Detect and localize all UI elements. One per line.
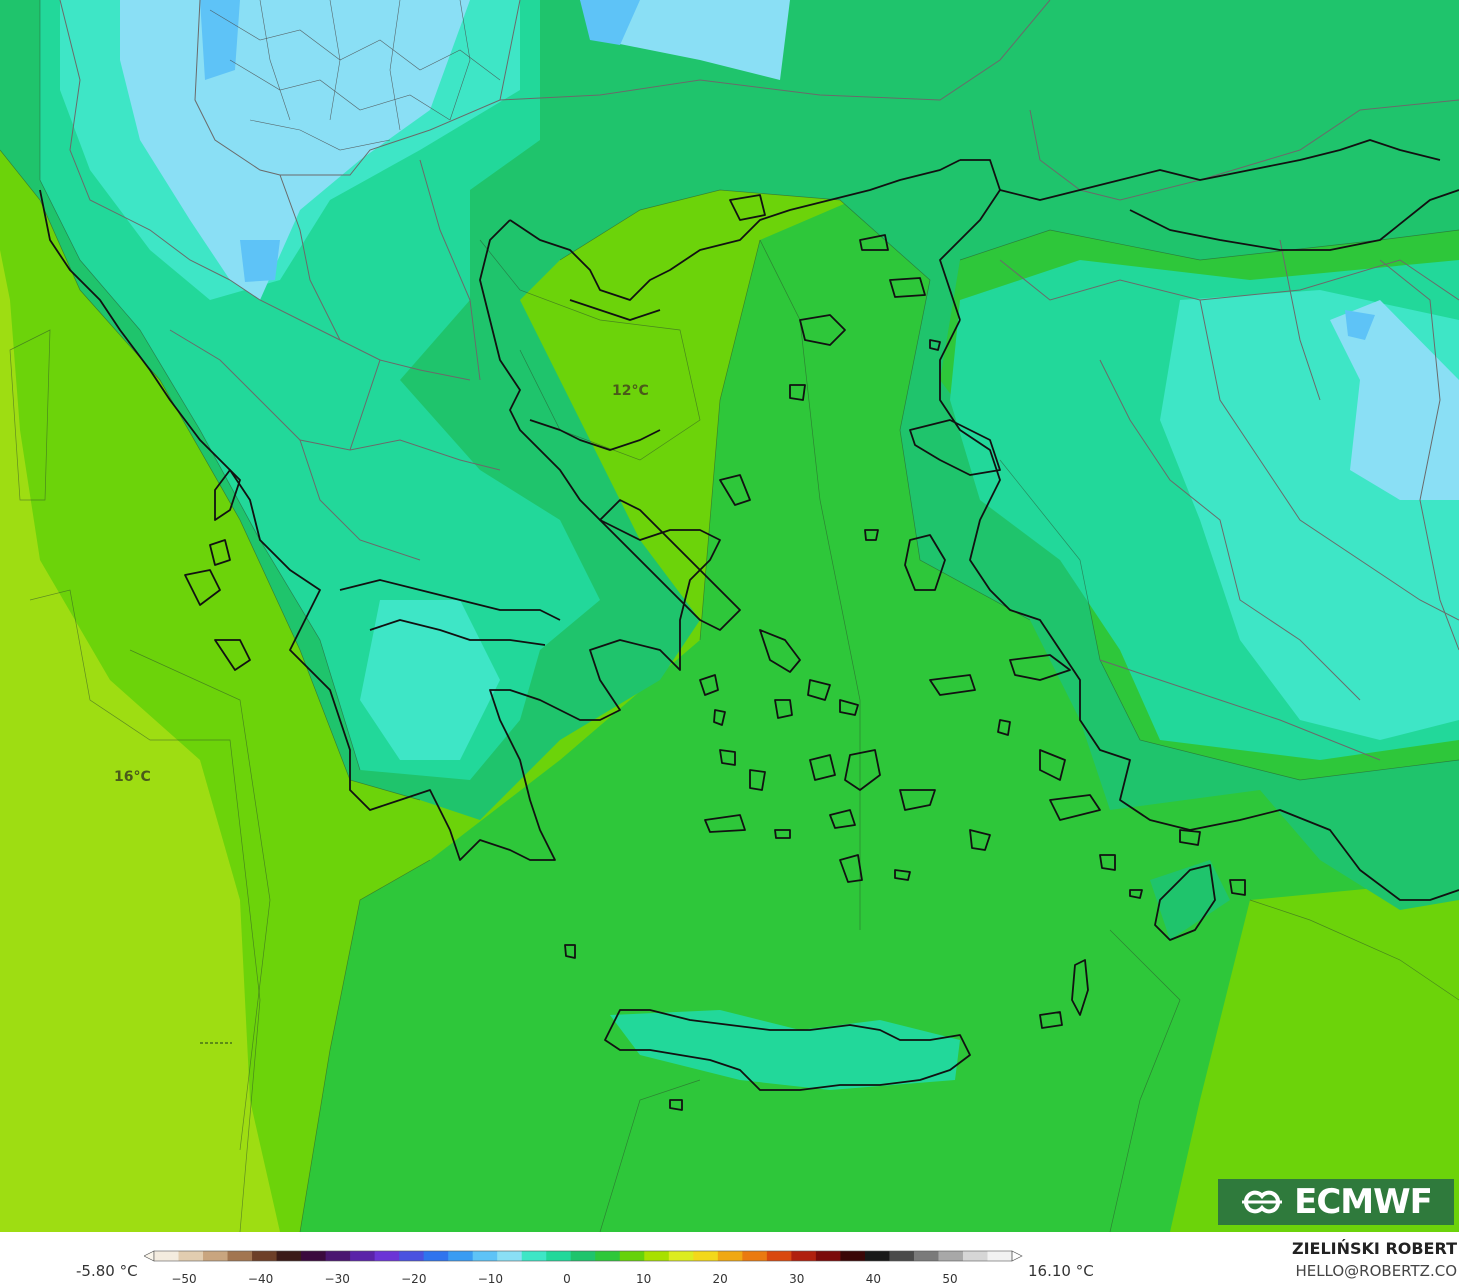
colorbar-swatch (619, 1251, 645, 1261)
colorbar-swatch (374, 1251, 400, 1261)
colorbar-tick-label: −30 (325, 1272, 350, 1286)
colorbar-swatch (987, 1251, 1013, 1261)
colorbar-swatch (570, 1251, 596, 1261)
colorbar-arrow-high (1011, 1250, 1023, 1262)
land-cool-layer (40, 0, 1459, 780)
logo-text: ECMWF (1294, 1182, 1433, 1222)
colorbar-swatch (840, 1251, 866, 1261)
isotherm-lines (0, 0, 1459, 1232)
colorbar-tick-label: −50 (171, 1272, 196, 1286)
colorbar-swatch (938, 1251, 964, 1261)
levant-warm-layer (1170, 880, 1459, 1232)
colorbar-swatch (717, 1251, 743, 1261)
colorbar-swatch (521, 1251, 547, 1261)
ecmwf-logo: ECMWF (1218, 1179, 1454, 1225)
map-svg (0, 0, 1459, 1232)
colorbar-swatch (913, 1251, 939, 1261)
legend-max-label: 16.10 °C (1028, 1262, 1094, 1280)
country-borders (59, 0, 1459, 761)
colorbar-swatch (962, 1251, 988, 1261)
regional-borders (209, 0, 501, 151)
colorbar-swatch (668, 1251, 694, 1261)
colorbar-arrow-low (144, 1250, 155, 1262)
author-name: ZIELIŃSKI ROBERT (1291, 1239, 1457, 1258)
author-email: HELLO@ROBERTZ.CO (1295, 1262, 1457, 1280)
colorbar: −50 −40 −30 −20 −10 0 10 20 30 40 50 (144, 1250, 1023, 1286)
colorbar-swatch (742, 1251, 768, 1261)
colorbar-tick-label: 10 (636, 1272, 651, 1286)
colorbar-tick-label: −10 (478, 1272, 503, 1286)
colorbar-swatch (791, 1251, 817, 1261)
colorbar-swatch (325, 1251, 351, 1261)
colorbar-swatch (178, 1251, 204, 1261)
colorbar-tick-label: 40 (866, 1272, 881, 1286)
colorbar-tick-label: −40 (248, 1272, 273, 1286)
colorbar-tick-label: 30 (789, 1272, 804, 1286)
colorbar-outline (153, 1250, 1013, 1262)
colorbar-swatch (301, 1251, 327, 1261)
temperature-label-ionian: 16°C (114, 769, 151, 785)
colorbar-swatch (693, 1251, 719, 1261)
temperature-map: 12°C 16°C ECMWF (0, 0, 1459, 1232)
colorbar-swatch (644, 1251, 670, 1261)
rhodes-patch (1150, 860, 1230, 940)
temperature-label-aegean: 12°C (612, 383, 649, 399)
colorbar-tick-label: 0 (563, 1272, 571, 1286)
colorbar-swatch (889, 1251, 915, 1261)
colorbar-tick-label: 50 (942, 1272, 957, 1286)
colorbar-swatch (815, 1251, 841, 1261)
colorbar-swatch (864, 1251, 890, 1261)
colorbar-swatch (399, 1251, 425, 1261)
colorbar-swatch (546, 1251, 572, 1261)
colorbar-swatch (497, 1251, 523, 1261)
colorbar-swatch (276, 1251, 302, 1261)
legend-min-label: -5.80 °C (76, 1262, 138, 1280)
colorbar-swatch (448, 1251, 474, 1261)
ecmwf-swirl-icon (1242, 1190, 1283, 1214)
land-coldest-layer (120, 0, 1459, 500)
colorbar-swatch (154, 1251, 180, 1261)
colorbar-swatch (350, 1251, 376, 1261)
coastlines (39, 139, 1459, 1111)
colorbar-swatch (227, 1251, 253, 1261)
crete-temperature-patch (610, 1010, 960, 1090)
colorbar-swatch (472, 1251, 498, 1261)
colorbar-swatch (766, 1251, 792, 1261)
colorbar-tick-label: −20 (401, 1272, 426, 1286)
colorbar-tick-label: 20 (713, 1272, 728, 1286)
colorbar-swatch (203, 1251, 229, 1261)
colorbar-swatch (423, 1251, 449, 1261)
colorbar-swatch (595, 1251, 621, 1261)
colorbar-swatch (252, 1251, 278, 1261)
